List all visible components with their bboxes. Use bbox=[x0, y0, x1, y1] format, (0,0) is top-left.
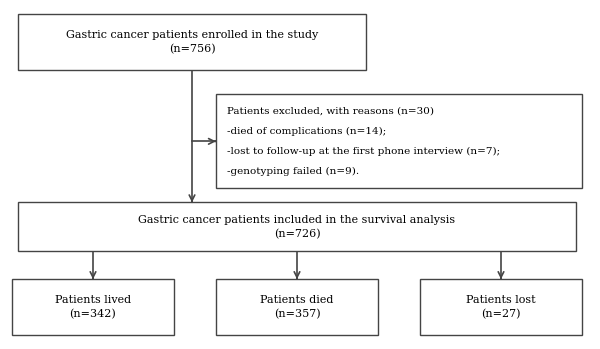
Text: Gastric cancer patients enrolled in the study: Gastric cancer patients enrolled in the … bbox=[66, 30, 318, 39]
FancyBboxPatch shape bbox=[420, 279, 582, 335]
FancyBboxPatch shape bbox=[216, 94, 582, 188]
Text: (n=726): (n=726) bbox=[274, 229, 320, 239]
Text: Gastric cancer patients included in the survival analysis: Gastric cancer patients included in the … bbox=[139, 215, 455, 224]
Text: (n=342): (n=342) bbox=[70, 309, 116, 320]
FancyBboxPatch shape bbox=[18, 202, 576, 251]
Text: -lost to follow-up at the first phone interview (n=7);: -lost to follow-up at the first phone in… bbox=[227, 147, 500, 156]
Text: Patients died: Patients died bbox=[260, 295, 334, 305]
Text: Patients lived: Patients lived bbox=[55, 295, 131, 305]
Text: (n=357): (n=357) bbox=[274, 309, 320, 320]
FancyBboxPatch shape bbox=[18, 14, 366, 70]
Text: Patients excluded, with reasons (n=30): Patients excluded, with reasons (n=30) bbox=[227, 106, 434, 116]
FancyBboxPatch shape bbox=[216, 279, 378, 335]
Text: Patients lost: Patients lost bbox=[466, 295, 536, 305]
FancyBboxPatch shape bbox=[12, 279, 174, 335]
Text: (n=27): (n=27) bbox=[481, 309, 521, 320]
Text: (n=756): (n=756) bbox=[169, 44, 215, 54]
Text: -died of complications (n=14);: -died of complications (n=14); bbox=[227, 127, 386, 136]
Text: -genotyping failed (n=9).: -genotyping failed (n=9). bbox=[227, 167, 359, 176]
